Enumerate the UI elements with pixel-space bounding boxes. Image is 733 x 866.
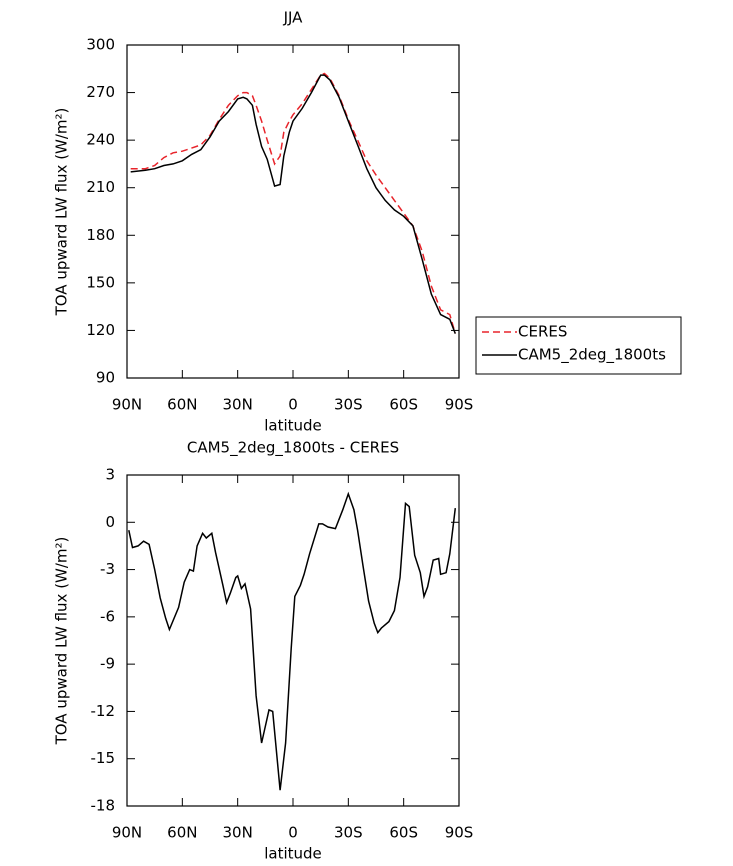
x-tick-label: 90N [112,824,142,842]
y-tick-label: 240 [86,131,115,149]
chart-title: JJA [283,9,304,27]
x-tick-label: 90N [112,396,142,414]
y-axis-label: TOA upward LW flux (W/m²) [53,537,71,746]
y-tick-label: 180 [86,226,115,244]
legend-box [475,316,682,375]
y-tick-label: -6 [100,607,115,625]
x-tick-label: 60S [389,396,418,414]
x-axis-label: latitude [264,845,322,863]
x-tick-label: 60N [167,396,197,414]
y-tick-label: -18 [91,797,116,815]
y-axis-label: TOA upward LW flux (W/m²) [53,108,71,317]
x-tick-label: 90S [445,824,474,842]
x-axis-label: latitude [264,417,322,435]
x-tick-label: 30S [334,396,363,414]
legend-label: CERES [518,323,567,341]
x-tick-label: 0 [288,824,298,842]
chart-title: CAM5_2deg_1800ts - CERES [187,439,399,458]
y-tick-label: -12 [91,702,116,720]
y-tick-label: 120 [86,321,115,339]
y-tick-label: 0 [105,513,115,531]
x-tick-label: 90S [445,396,474,414]
y-tick-label: 3 [105,466,115,484]
data-line [128,491,457,791]
data-line [130,72,457,334]
x-tick-label: 30S [334,824,363,842]
y-tick-label: 270 [86,83,115,101]
x-tick-label: 60S [389,824,418,842]
x-tick-label: 60N [167,824,197,842]
y-tick-label: -9 [100,655,115,673]
x-tick-label: 0 [288,396,298,414]
y-tick-label: -15 [91,749,116,767]
plot-frame [126,44,460,379]
y-tick-label: 90 [96,369,115,387]
x-tick-label: 30N [223,824,253,842]
plot-frame [126,474,460,807]
y-tick-label: 150 [86,273,115,291]
y-tick-label: -3 [100,560,115,578]
legend-label: CAM5_2deg_1800ts [518,346,666,365]
y-tick-label: 300 [86,36,115,54]
y-tick-label: 210 [86,178,115,196]
data-line [130,74,457,334]
x-tick-label: 30N [223,396,253,414]
